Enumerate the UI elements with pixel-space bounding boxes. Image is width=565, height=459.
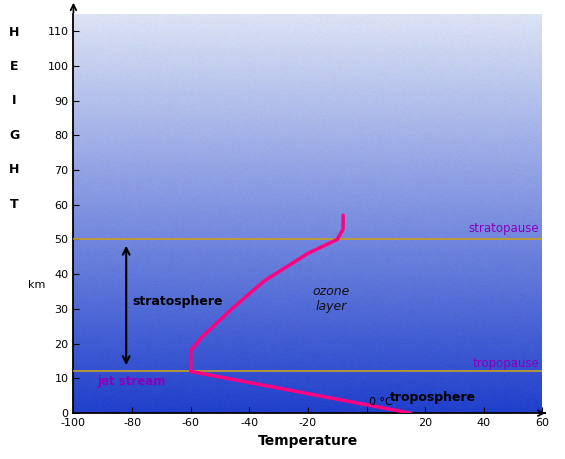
- Text: I: I: [12, 95, 16, 107]
- Text: H: H: [9, 26, 19, 39]
- Text: stratopause: stratopause: [469, 222, 540, 235]
- Text: T: T: [10, 198, 19, 211]
- Text: 0 °C: 0 °C: [370, 397, 393, 407]
- Text: km: km: [28, 280, 45, 290]
- Text: stratosphere: stratosphere: [132, 296, 223, 308]
- Text: jet stream: jet stream: [97, 375, 166, 388]
- X-axis label: Temperature: Temperature: [258, 433, 358, 448]
- Text: tropopause: tropopause: [472, 357, 540, 369]
- Text: ozone
layer: ozone layer: [312, 285, 350, 313]
- Text: E: E: [10, 60, 19, 73]
- Text: G: G: [9, 129, 19, 142]
- Text: troposphere: troposphere: [390, 391, 476, 404]
- Text: H: H: [9, 163, 19, 176]
